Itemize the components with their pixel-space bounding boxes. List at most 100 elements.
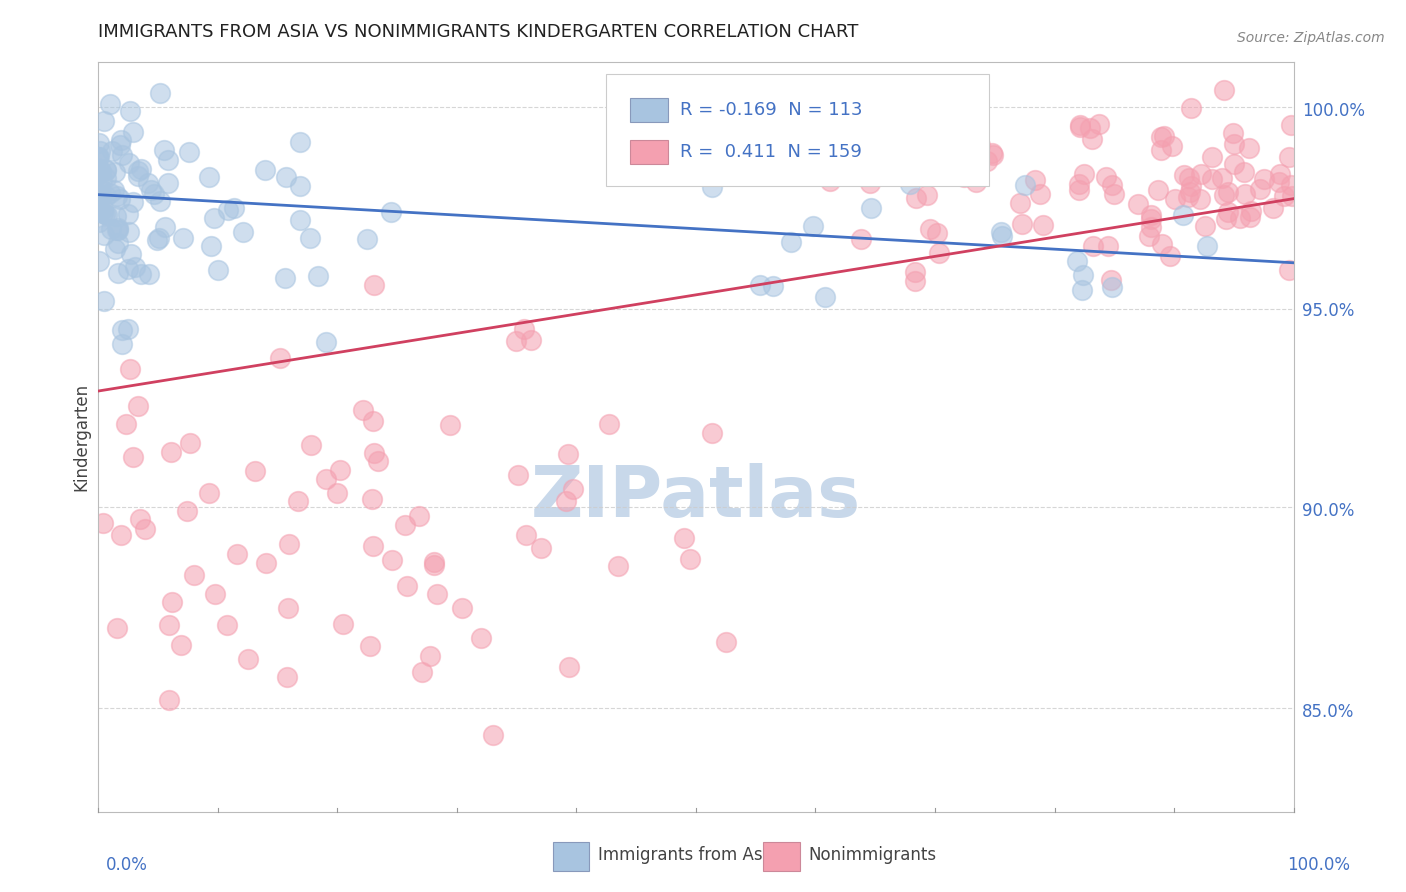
Point bbox=[89, 194, 111, 208]
Point bbox=[1066, 254, 1088, 268]
Point bbox=[107, 267, 129, 281]
Point bbox=[779, 235, 801, 249]
Point bbox=[976, 154, 998, 169]
Point bbox=[96, 171, 118, 186]
Point bbox=[278, 537, 301, 551]
Point bbox=[93, 227, 115, 242]
Point bbox=[1160, 139, 1182, 153]
Point bbox=[120, 362, 142, 376]
Point bbox=[103, 183, 125, 197]
Point bbox=[470, 631, 492, 645]
Point bbox=[1201, 171, 1223, 186]
Point bbox=[952, 169, 974, 184]
Point bbox=[117, 322, 139, 336]
Point bbox=[96, 208, 118, 222]
Point bbox=[1029, 186, 1052, 201]
Point bbox=[557, 447, 579, 461]
Text: 100.0%: 100.0% bbox=[1286, 856, 1350, 874]
Point bbox=[561, 482, 583, 496]
Point bbox=[363, 277, 385, 292]
Point bbox=[558, 659, 581, 673]
Point bbox=[146, 233, 169, 247]
Point bbox=[749, 278, 772, 293]
Point bbox=[100, 222, 122, 236]
Point bbox=[1215, 211, 1237, 226]
Point bbox=[276, 669, 298, 683]
Point bbox=[1178, 185, 1201, 199]
Point bbox=[1071, 283, 1094, 297]
Point bbox=[1101, 279, 1123, 293]
Point bbox=[108, 192, 131, 206]
Point bbox=[941, 130, 963, 145]
Point bbox=[143, 186, 166, 201]
Point bbox=[991, 229, 1014, 244]
Point bbox=[439, 418, 461, 433]
Point bbox=[1201, 150, 1223, 164]
Point bbox=[172, 231, 194, 245]
Point bbox=[332, 616, 354, 631]
Point bbox=[87, 193, 110, 207]
Point bbox=[87, 167, 110, 181]
Point bbox=[859, 177, 882, 191]
Point bbox=[912, 118, 935, 132]
Point bbox=[981, 148, 1004, 162]
Point bbox=[1233, 165, 1256, 179]
Point bbox=[217, 618, 239, 632]
Point bbox=[98, 186, 121, 201]
Point bbox=[127, 169, 149, 183]
Point bbox=[513, 322, 536, 336]
Point bbox=[198, 486, 221, 500]
Y-axis label: Kindergarten: Kindergarten bbox=[72, 383, 90, 491]
Point bbox=[225, 547, 247, 561]
Point bbox=[274, 270, 297, 285]
Point bbox=[1272, 189, 1295, 203]
Point bbox=[1081, 132, 1104, 146]
Point bbox=[111, 337, 134, 351]
Point bbox=[245, 464, 267, 478]
Point bbox=[598, 417, 620, 432]
Point bbox=[1180, 179, 1202, 194]
FancyBboxPatch shape bbox=[630, 140, 668, 164]
Point bbox=[299, 231, 322, 245]
Point bbox=[359, 639, 381, 653]
Point bbox=[1278, 150, 1301, 164]
Point bbox=[1032, 218, 1054, 232]
Point bbox=[1140, 211, 1163, 226]
Point bbox=[87, 188, 110, 202]
Point bbox=[606, 559, 628, 574]
Point bbox=[179, 436, 201, 450]
Point bbox=[204, 587, 226, 601]
Point bbox=[118, 225, 141, 239]
Point bbox=[1071, 268, 1094, 282]
Point bbox=[118, 103, 141, 118]
Point bbox=[928, 245, 950, 260]
Point bbox=[1153, 129, 1175, 144]
Point bbox=[202, 211, 225, 226]
Point bbox=[1097, 239, 1119, 253]
Point bbox=[290, 178, 312, 193]
Point bbox=[120, 246, 142, 260]
Point bbox=[87, 150, 110, 164]
Point bbox=[1239, 141, 1261, 155]
Point bbox=[200, 239, 222, 253]
Point bbox=[290, 213, 312, 227]
Point bbox=[108, 137, 131, 152]
Point bbox=[236, 652, 259, 666]
Point bbox=[1268, 168, 1291, 182]
Text: 100.0%: 100.0% bbox=[1302, 102, 1365, 120]
Point bbox=[1177, 190, 1199, 204]
Point bbox=[1069, 118, 1091, 132]
Point bbox=[700, 425, 723, 440]
Point bbox=[1222, 127, 1244, 141]
Text: ZIPatlas: ZIPatlas bbox=[531, 463, 860, 532]
Point bbox=[903, 274, 925, 288]
Point bbox=[702, 179, 724, 194]
Point bbox=[1180, 102, 1202, 116]
Point bbox=[176, 504, 198, 518]
Point bbox=[315, 334, 337, 349]
Point bbox=[287, 493, 309, 508]
Point bbox=[990, 225, 1012, 239]
Point bbox=[1240, 204, 1263, 219]
Point bbox=[1140, 208, 1163, 222]
Point bbox=[139, 183, 162, 197]
